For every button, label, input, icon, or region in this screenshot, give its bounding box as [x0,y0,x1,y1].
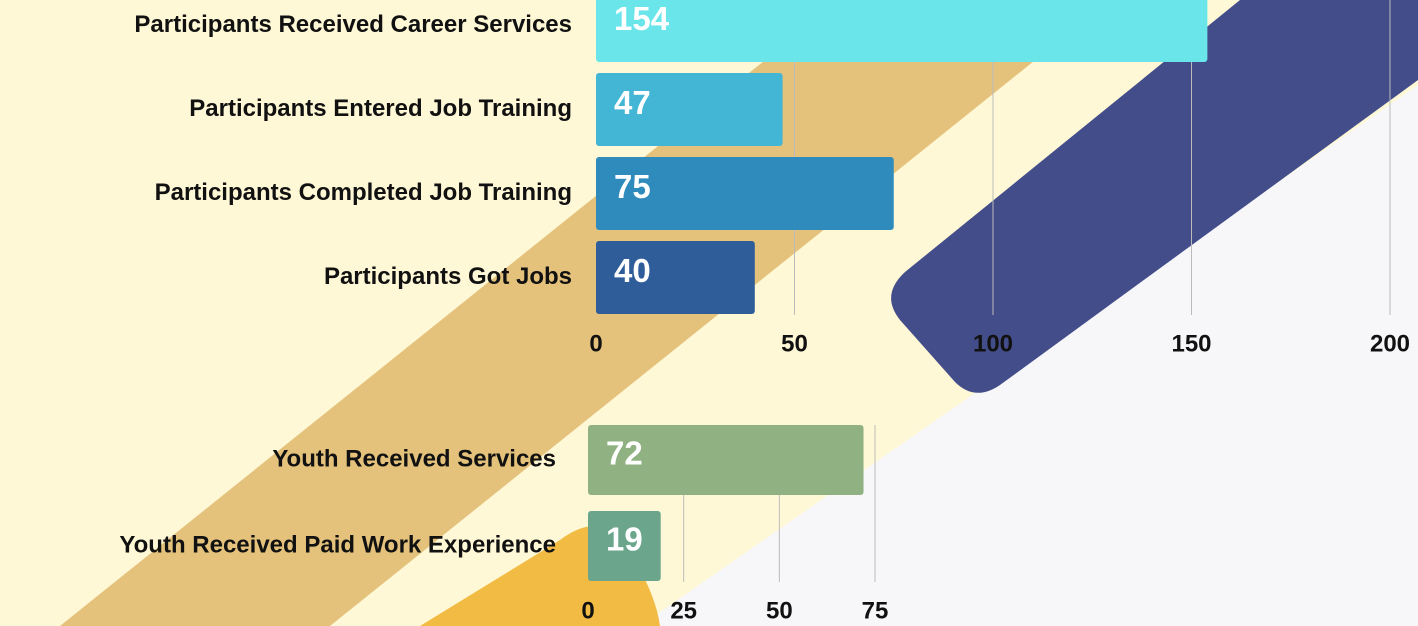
decor-stripe [60,0,1110,626]
x-tick-label: 100 [973,330,1013,357]
decor-stripe-dark [891,0,1418,393]
category-label: Youth Received Paid Work Experience [119,531,556,558]
x-tick-label: 25 [670,597,697,624]
bar [596,157,894,230]
bar [596,73,783,146]
bar [596,241,755,314]
value-label: 154 [614,0,670,37]
x-tick-label: 50 [766,597,793,624]
x-tick-label: 200 [1370,330,1410,357]
category-label: Youth Received Services [272,445,556,472]
value-label: 47 [614,84,651,121]
category-label: Participants Entered Job Training [189,95,572,122]
bar [596,0,1208,62]
x-tick-label: 150 [1171,330,1211,357]
background-panel [640,80,1418,626]
category-label: Participants Received Career Services [134,11,572,38]
category-label: Participants Completed Job Training [155,179,572,206]
value-label: 72 [606,435,643,472]
x-tick-label: 50 [781,330,808,357]
x-tick-label: 75 [862,597,889,624]
bar [588,511,661,581]
category-label: Participants Got Jobs [324,263,572,290]
x-tick-label: 0 [581,597,594,624]
value-label: 19 [606,521,643,558]
value-label: 75 [614,168,651,205]
x-tick-label: 0 [589,330,602,357]
bar [588,425,864,495]
value-label: 40 [614,252,651,289]
